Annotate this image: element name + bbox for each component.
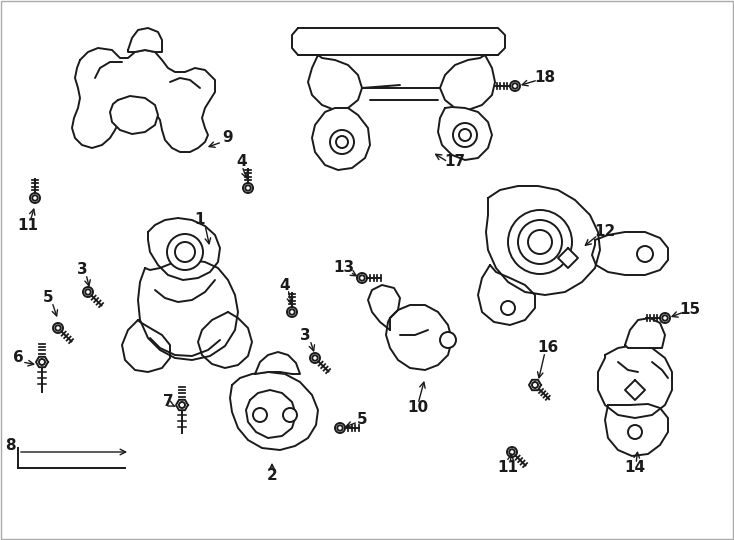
Circle shape (53, 323, 63, 333)
Circle shape (512, 83, 517, 89)
Polygon shape (592, 232, 668, 275)
Polygon shape (128, 28, 162, 52)
Circle shape (330, 130, 354, 154)
Polygon shape (110, 96, 158, 134)
Circle shape (335, 423, 345, 433)
Circle shape (637, 246, 653, 262)
Polygon shape (605, 404, 668, 456)
Text: 1: 1 (195, 213, 206, 227)
Polygon shape (368, 285, 400, 330)
Circle shape (55, 325, 61, 330)
Polygon shape (148, 218, 220, 280)
Polygon shape (558, 248, 578, 268)
Polygon shape (312, 108, 370, 170)
Polygon shape (122, 320, 170, 372)
Text: 15: 15 (680, 302, 700, 318)
Circle shape (518, 220, 562, 264)
Circle shape (528, 230, 552, 254)
Circle shape (359, 275, 365, 281)
Circle shape (179, 402, 185, 408)
Text: 5: 5 (43, 291, 54, 306)
Polygon shape (625, 318, 665, 348)
Circle shape (510, 81, 520, 91)
Text: 5: 5 (357, 413, 367, 428)
Circle shape (459, 129, 471, 141)
Circle shape (30, 193, 40, 203)
Text: 11: 11 (18, 218, 38, 233)
Circle shape (32, 195, 37, 201)
Polygon shape (478, 265, 535, 325)
Polygon shape (440, 55, 495, 110)
Circle shape (336, 136, 348, 148)
Polygon shape (138, 260, 238, 360)
Text: 10: 10 (407, 401, 429, 415)
Polygon shape (176, 400, 188, 410)
Circle shape (83, 287, 93, 297)
Text: 4: 4 (236, 154, 247, 170)
Circle shape (507, 447, 517, 457)
Text: 3: 3 (76, 262, 87, 278)
Circle shape (337, 426, 343, 431)
Circle shape (440, 332, 456, 348)
Polygon shape (625, 380, 645, 400)
Circle shape (453, 123, 477, 147)
Polygon shape (486, 186, 600, 295)
Circle shape (660, 313, 670, 323)
Polygon shape (308, 55, 362, 110)
Circle shape (509, 449, 515, 455)
Text: 18: 18 (534, 71, 556, 85)
Text: 7: 7 (163, 395, 173, 409)
Polygon shape (292, 28, 505, 55)
Circle shape (532, 382, 538, 388)
Text: 11: 11 (498, 461, 518, 476)
Circle shape (167, 234, 203, 270)
Polygon shape (255, 352, 300, 374)
Circle shape (283, 408, 297, 422)
Circle shape (501, 301, 515, 315)
Circle shape (85, 289, 91, 295)
Circle shape (253, 408, 267, 422)
Polygon shape (438, 107, 492, 160)
Circle shape (628, 425, 642, 439)
Circle shape (508, 210, 572, 274)
Text: 4: 4 (280, 278, 291, 293)
Polygon shape (72, 48, 215, 152)
Polygon shape (198, 312, 252, 368)
Circle shape (312, 355, 318, 361)
Circle shape (289, 309, 295, 315)
Circle shape (310, 353, 320, 363)
Polygon shape (529, 380, 541, 390)
Text: 8: 8 (4, 437, 15, 453)
Text: 14: 14 (625, 461, 646, 476)
Text: 3: 3 (299, 327, 310, 342)
Text: 13: 13 (333, 260, 355, 275)
Circle shape (245, 185, 251, 191)
Circle shape (287, 307, 297, 317)
Text: 12: 12 (595, 225, 616, 240)
Polygon shape (598, 345, 672, 418)
Circle shape (357, 273, 367, 283)
Text: 16: 16 (537, 341, 559, 355)
Polygon shape (386, 305, 452, 370)
Polygon shape (36, 357, 48, 367)
Circle shape (175, 242, 195, 262)
Circle shape (39, 359, 45, 365)
Text: 9: 9 (222, 131, 233, 145)
Circle shape (662, 315, 668, 321)
Text: 6: 6 (12, 350, 23, 366)
Text: 2: 2 (266, 469, 277, 483)
Polygon shape (246, 390, 296, 438)
Circle shape (243, 183, 253, 193)
Polygon shape (230, 372, 318, 450)
Text: 17: 17 (445, 154, 465, 170)
